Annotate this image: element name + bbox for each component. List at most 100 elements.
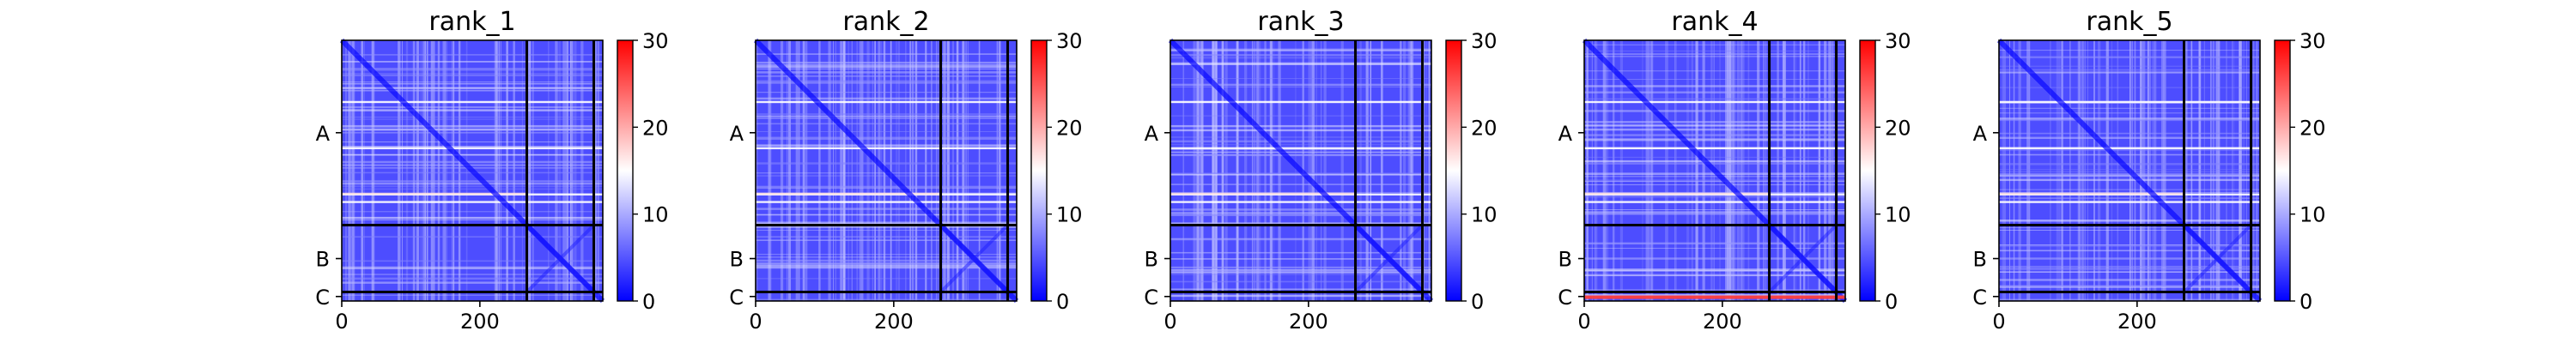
y-tick-label-chain-a: A (1145, 122, 1159, 146)
heatmap-row-streak (1999, 265, 2260, 267)
heatmap-row-streak (1170, 280, 1431, 283)
colorbar-tick-label: 0 (642, 290, 655, 314)
heatmap-column-streak (2210, 40, 2212, 301)
heatmap-row-streak (1999, 163, 2260, 165)
heatmap-column-streak (935, 40, 938, 301)
heatmap-column-streak (1691, 40, 1694, 301)
y-tick-label-chain-b: B (1145, 248, 1158, 272)
heatmap-column-streak (1777, 40, 1779, 301)
heatmap-column-streak (856, 40, 859, 301)
heatmap-column-streak (1278, 40, 1281, 301)
heatmap-column-streak (2256, 40, 2258, 301)
heatmap-column-streak (451, 40, 453, 301)
heatmap-column-streak (405, 40, 409, 301)
heatmap-column-streak (828, 40, 831, 301)
heatmap-row-streak (1584, 174, 1845, 175)
x-tick-label: 200 (460, 310, 500, 334)
heatmap-column-streak (905, 40, 907, 301)
heatmap-warm-band (1584, 192, 1770, 196)
heatmap-row-streak (1170, 78, 1431, 80)
heatmap-row-streak (1999, 174, 2260, 178)
heatmap-bright-row (756, 147, 1017, 150)
heatmap-column-streak (458, 40, 461, 301)
heatmap-row-streak (342, 236, 603, 238)
heatmap-column-streak (2245, 40, 2247, 301)
heatmap-column-streak (2150, 40, 2151, 301)
heatmap-column-streak (1269, 40, 1273, 301)
heatmap-row-streak (1584, 248, 1845, 249)
heatmap-column-streak (361, 40, 363, 301)
heatmap-column-streak (1686, 40, 1690, 301)
heatmap-column-streak (1196, 40, 1200, 301)
heatmap-row-streak (1584, 268, 1845, 271)
heatmap-column-streak (1201, 40, 1204, 301)
heatmap-row-streak (756, 75, 1017, 77)
heatmap-column-streak (1675, 40, 1677, 301)
heatmap-row-streak (1584, 98, 1845, 100)
y-tick-label-chain-a: A (316, 122, 331, 146)
heatmap-row-streak (1999, 244, 2260, 247)
heatmap-row-streak (1584, 257, 1845, 260)
heatmap-column-streak (1381, 40, 1383, 301)
heatmap-column-streak (1221, 40, 1223, 301)
heatmap-row-streak (756, 230, 1017, 231)
heatmap-row-streak (756, 81, 1017, 84)
heatmap-row-streak (342, 281, 603, 284)
heatmap-column-streak (1273, 40, 1274, 301)
panel-title: rank_5 (2086, 7, 2172, 37)
heatmap-row-streak (1170, 153, 1431, 156)
heatmap-row-streak (756, 115, 1017, 117)
heatmap-column-streak (1795, 40, 1796, 301)
heatmap-row-streak (342, 131, 603, 134)
heatmap-column-streak (416, 40, 420, 301)
heatmap-column-streak (1425, 40, 1427, 301)
heatmap-row-streak (756, 239, 1017, 242)
heatmap-column-streak (1741, 40, 1745, 301)
heatmap-block-antidiagonal (2183, 224, 2252, 293)
heatmap-column-streak (914, 40, 918, 301)
heatmap-column-streak (2252, 40, 2254, 301)
heatmap-column-streak (860, 40, 864, 301)
heatmap-row-streak (1999, 230, 2260, 231)
heatmap-column-streak (756, 40, 758, 301)
heatmap-row-streak (1584, 70, 1845, 72)
heatmap-warm-band (756, 192, 941, 196)
heatmap-row-streak (1999, 87, 2260, 88)
heatmap-column-streak (1645, 40, 1648, 301)
heatmap-column-streak (1731, 40, 1734, 301)
heatmap-column-streak (942, 40, 946, 301)
heatmap-column-streak (2232, 40, 2233, 301)
y-tick-label-chain-a: A (730, 122, 744, 146)
heatmap-column-streak (2081, 40, 2084, 301)
heatmap-row-streak (1170, 152, 1431, 153)
heatmap-column-streak (2163, 40, 2166, 301)
heatmap-column-streak (494, 40, 497, 301)
x-tick-label: 200 (1703, 310, 1742, 334)
heatmap-column-streak (2087, 40, 2088, 301)
heatmap-column-streak (1264, 40, 1267, 301)
heatmap-column-streak (2050, 40, 2051, 301)
heatmap-row-streak (342, 68, 603, 69)
colorbar-tick-label: 30 (2300, 29, 2326, 53)
heatmap-row-streak (756, 92, 1017, 93)
colorbar-tick-label: 30 (1471, 29, 1498, 53)
heatmap-column-streak (1224, 40, 1228, 301)
heatmap-column-streak (879, 40, 883, 301)
heatmap-column-streak (2239, 40, 2241, 301)
heatmap-warm-band (1170, 192, 1356, 196)
heatmap-row-streak (1170, 258, 1431, 260)
heatmap-row-streak (756, 208, 1017, 210)
heatmap-column-streak (2111, 40, 2112, 301)
heatmap-row-streak (342, 127, 603, 129)
heatmap-column-streak (1747, 40, 1750, 301)
heatmap-row-streak (1584, 121, 1845, 123)
heatmap-column-streak (1193, 40, 1195, 301)
heatmap-column-streak (570, 40, 574, 301)
heatmap-row-streak (342, 141, 603, 143)
heatmap-row-streak (1170, 288, 1431, 291)
heatmap-row-streak (1170, 184, 1431, 185)
heatmap-column-streak (1194, 40, 1197, 301)
heatmap-row-streak (756, 131, 1017, 132)
heatmap-row-streak (756, 97, 1017, 99)
